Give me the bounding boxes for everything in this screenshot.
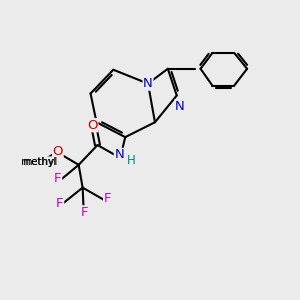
Text: N: N: [114, 148, 124, 161]
Text: O: O: [52, 146, 63, 158]
Text: methyl: methyl: [21, 157, 57, 167]
Text: F: F: [56, 197, 64, 210]
Text: H: H: [127, 154, 136, 167]
Text: methyl: methyl: [22, 157, 56, 167]
Text: N: N: [175, 100, 184, 113]
Text: N: N: [143, 77, 153, 90]
Text: F: F: [81, 206, 88, 219]
Text: O: O: [87, 119, 98, 132]
Text: F: F: [54, 172, 62, 185]
Text: F: F: [103, 192, 111, 205]
